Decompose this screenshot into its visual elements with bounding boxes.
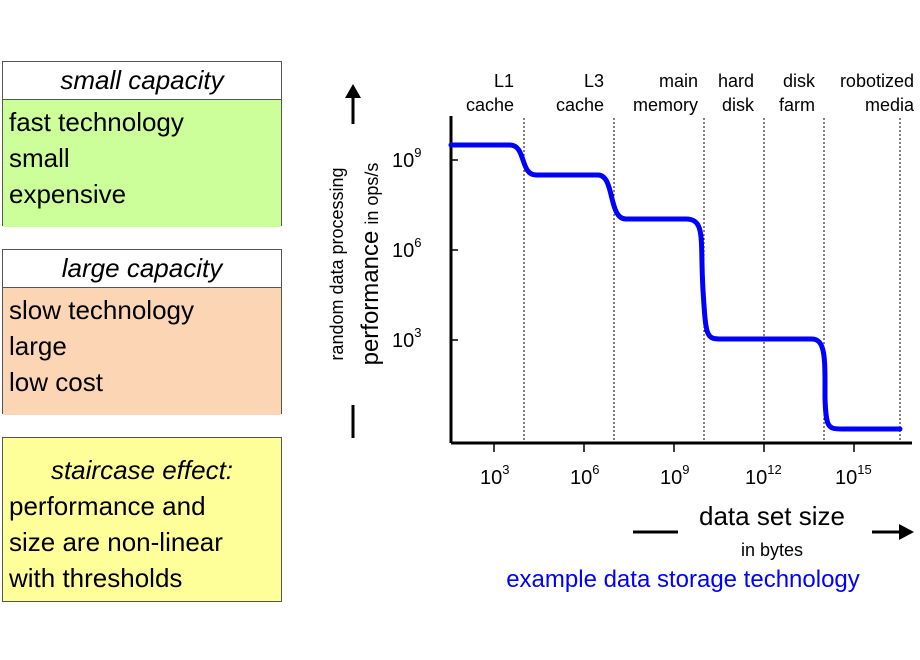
x-tick-label: 1012	[745, 462, 782, 489]
y-arrow-head	[345, 84, 361, 98]
x-tick-label: 106	[570, 462, 599, 489]
y-tick-label: 103	[392, 325, 421, 352]
x-tick-label: 103	[480, 462, 509, 489]
y-label-small: random data processing	[327, 167, 347, 360]
large-capacity-title: large capacity	[3, 250, 281, 288]
x-label-main: data set size	[699, 501, 845, 531]
tier-labels: L1 cache L3 cache main memory hard disk …	[466, 71, 915, 115]
tier-label-l3: L3	[584, 71, 604, 91]
small-capacity-title: small capacity	[3, 62, 281, 100]
tier-label-hard-sub: disk	[722, 95, 755, 115]
x-tick-label: 1015	[835, 462, 872, 489]
y-label-main: performance	[357, 231, 384, 366]
large-capacity-box: large capacity slow technology large low…	[2, 249, 282, 415]
tier-label-hard: hard	[718, 71, 754, 91]
small-capacity-line: fast technology	[9, 107, 184, 137]
tier-label-main: main	[659, 71, 698, 91]
tier-label-l3-sub: cache	[556, 95, 604, 115]
large-capacity-line: slow technology	[9, 295, 194, 325]
tier-label-main-sub: memory	[633, 95, 698, 115]
caption: example data storage technology	[506, 566, 860, 593]
y-tick-label: 106	[392, 235, 421, 262]
large-capacity-body: slow technology large low cost	[3, 288, 281, 415]
staircase-note-line: with thresholds	[9, 563, 183, 593]
performance-curve	[448, 142, 903, 432]
small-capacity-body: fast technology small expensive	[3, 100, 281, 227]
x-label-unit: in bytes	[741, 540, 803, 560]
tier-label-l1: L1	[494, 71, 514, 91]
tier-label-robotized: robotized	[840, 71, 914, 91]
staircase-note-line: performance and	[9, 491, 206, 521]
y-label-unit: in ops/s	[362, 163, 382, 225]
tier-label-disk-sub: farm	[779, 95, 815, 115]
small-capacity-line: small	[9, 143, 70, 173]
y-tick-label: 109	[392, 145, 421, 172]
x-tick-marks	[493, 443, 855, 452]
x-arrow-head	[899, 524, 914, 540]
staircase-note-line: size are non-linear	[9, 527, 223, 557]
y-tick-marks	[451, 159, 458, 341]
small-capacity-box: small capacity fast technology small exp…	[2, 61, 282, 227]
staircase-note-title: staircase effect:	[50, 455, 234, 485]
small-capacity-line: expensive	[9, 179, 127, 209]
tier-label-robotized-sub: media	[865, 95, 915, 115]
tier-separators	[523, 118, 901, 442]
y-label-main-group: performance in ops/s	[357, 163, 384, 366]
tier-label-l1-sub: cache	[466, 95, 514, 115]
large-capacity-line: large	[9, 331, 67, 361]
x-tick-label: 109	[660, 462, 689, 489]
staircase-note-body: performance and size are non-linear with…	[3, 488, 281, 600]
tier-label-disk: disk	[783, 71, 816, 91]
large-capacity-line: low cost	[9, 367, 103, 397]
staircase-note-box: staircase effect: performance and size a…	[2, 437, 282, 602]
